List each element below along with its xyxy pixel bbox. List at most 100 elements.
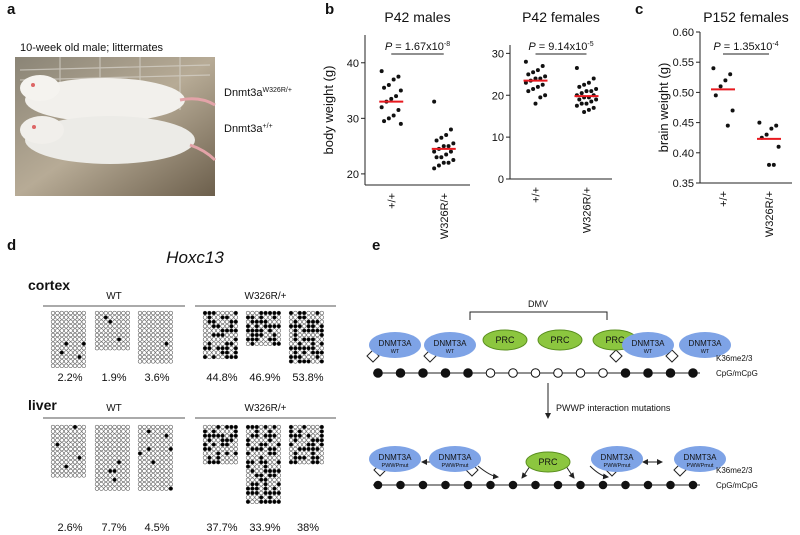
cpg	[216, 442, 221, 447]
cpg	[146, 350, 151, 355]
cpg	[202, 319, 208, 324]
cpg	[224, 429, 230, 434]
cpg	[103, 332, 108, 338]
cpg	[224, 460, 230, 465]
cpg	[137, 324, 143, 329]
cpg	[207, 310, 212, 316]
cpg	[50, 346, 56, 351]
cpg	[293, 451, 298, 456]
cpg	[164, 324, 169, 329]
cpg	[72, 438, 78, 443]
cpg	[319, 337, 324, 342]
cpg	[250, 429, 255, 434]
cpg	[77, 337, 82, 342]
cpg	[297, 438, 302, 443]
cpg	[276, 424, 281, 430]
cpg	[216, 455, 221, 460]
cpg	[276, 464, 281, 469]
cpg	[108, 346, 113, 351]
cpg	[94, 477, 100, 482]
cpg	[211, 429, 216, 434]
cpg	[276, 332, 281, 338]
cpg	[216, 346, 221, 351]
cpg	[81, 328, 86, 333]
cpg	[137, 341, 143, 346]
cpg	[103, 319, 108, 324]
cpg	[315, 424, 320, 430]
cpg	[168, 486, 173, 491]
cpg	[151, 350, 156, 355]
cpg	[276, 495, 281, 500]
cpg	[116, 464, 122, 469]
node-label: PRC	[495, 335, 515, 345]
data-point	[582, 82, 587, 87]
cpg-site	[530, 368, 541, 378]
cpg	[137, 433, 143, 438]
cpg	[99, 473, 104, 478]
diamond	[665, 349, 679, 363]
cpg	[146, 354, 151, 360]
cpg	[81, 468, 86, 474]
cpg	[250, 438, 255, 443]
cpg	[254, 332, 259, 338]
node-label: PRC	[605, 335, 625, 345]
cpg	[245, 468, 251, 474]
cpg	[293, 455, 298, 460]
data-point	[574, 103, 579, 108]
cpg	[168, 337, 173, 342]
cpg	[207, 332, 212, 338]
cpg	[55, 468, 60, 474]
cpg	[168, 468, 173, 474]
cpg	[164, 468, 169, 474]
cpg	[50, 433, 56, 438]
data-point	[448, 149, 453, 154]
cpg	[267, 433, 273, 438]
prc-node	[537, 329, 583, 351]
cpg	[125, 438, 130, 443]
data-point	[434, 155, 439, 160]
cpg	[233, 319, 238, 324]
cpg	[72, 363, 78, 368]
methylation-grid	[94, 424, 130, 491]
cpg-site	[440, 368, 451, 378]
data-point	[432, 99, 437, 104]
cpg	[159, 332, 165, 338]
cpg	[267, 341, 273, 346]
cpg	[267, 451, 273, 456]
cpg	[142, 455, 147, 460]
cpg	[202, 310, 208, 316]
cpg	[155, 464, 160, 469]
cpg	[263, 482, 268, 487]
cpg	[146, 424, 151, 430]
cpg	[103, 433, 108, 438]
cpg	[168, 319, 173, 324]
cpg	[103, 464, 108, 469]
cpg	[306, 319, 311, 324]
cpg	[319, 315, 324, 320]
cpg	[224, 433, 230, 438]
cpg	[306, 359, 311, 364]
cpg	[64, 460, 69, 465]
cpg	[159, 429, 165, 434]
dnmt3a-node	[622, 332, 674, 358]
cpg	[276, 438, 281, 443]
cpg	[319, 424, 324, 430]
cpg	[77, 350, 82, 355]
cpg	[319, 324, 324, 329]
cpg	[164, 341, 169, 346]
cpg	[306, 332, 311, 338]
cpg	[168, 341, 173, 346]
cpg	[288, 433, 294, 438]
cpg	[259, 442, 264, 447]
cpg	[164, 337, 169, 342]
cpg	[229, 424, 234, 430]
cpg	[272, 446, 277, 452]
cpg-site	[485, 368, 496, 378]
cpg	[310, 438, 316, 443]
cpg	[155, 482, 160, 487]
cpg	[59, 424, 64, 430]
cpg	[233, 328, 238, 333]
cpg	[220, 324, 225, 329]
cpg	[272, 319, 277, 324]
y-axis-label: body weight (g)	[321, 66, 336, 155]
